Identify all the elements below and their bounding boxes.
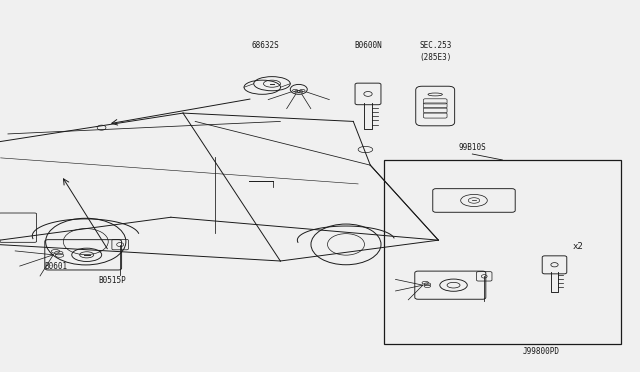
Text: B0515P: B0515P: [98, 276, 126, 285]
Bar: [384, 160, 621, 344]
Text: SEC.253: SEC.253: [419, 41, 451, 50]
Text: B0600N: B0600N: [354, 41, 382, 50]
Text: 99B10S: 99B10S: [458, 142, 486, 151]
Text: x2: x2: [573, 242, 584, 251]
Text: B0601: B0601: [45, 262, 68, 270]
Text: J99800PD: J99800PD: [522, 347, 559, 356]
Text: (285E3): (285E3): [419, 53, 451, 62]
Text: 68632S: 68632S: [252, 41, 280, 50]
